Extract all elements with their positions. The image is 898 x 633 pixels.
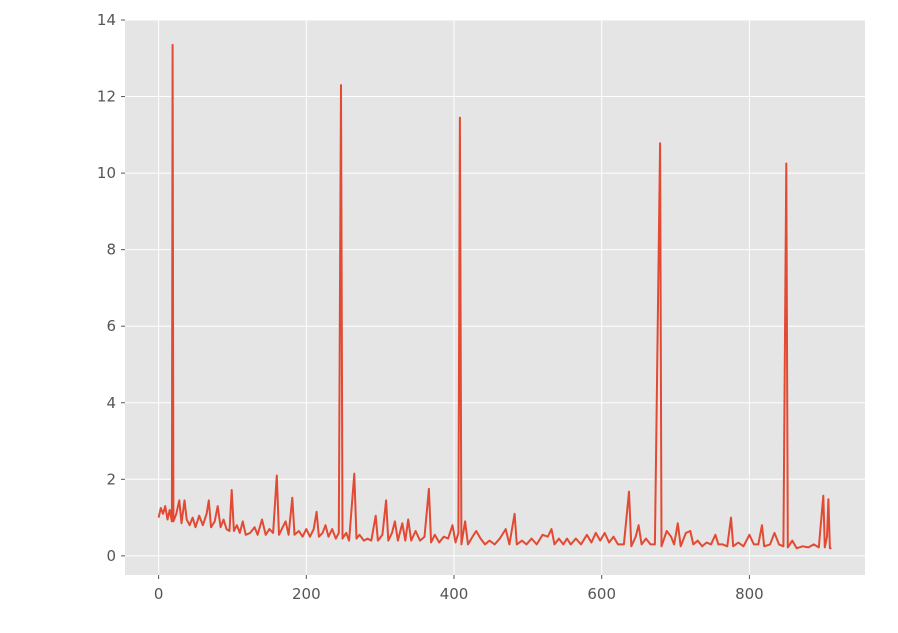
y-tick-label: 14 [97,11,116,29]
tick-labels: 0 200 400 600 800 0 2 4 6 8 10 12 14 [97,11,764,603]
y-tick-label: 12 [97,88,116,106]
y-tick-label: 2 [106,470,116,488]
y-tick-label: 4 [106,394,116,412]
series-line [157,43,832,550]
y-tick-label: 10 [97,164,116,182]
x-tick-label: 800 [735,585,764,603]
grid [125,19,865,575]
x-tick-label: 400 [440,585,469,603]
y-tick-label: 6 [106,317,116,335]
x-tick-label: 600 [587,585,616,603]
y-tick-label: 8 [106,241,116,259]
x-tick-label: 200 [292,585,321,603]
ticks [121,19,750,579]
x-tick-label: 0 [154,585,164,603]
axes-background [125,20,865,575]
y-tick-label: 0 [106,547,116,565]
